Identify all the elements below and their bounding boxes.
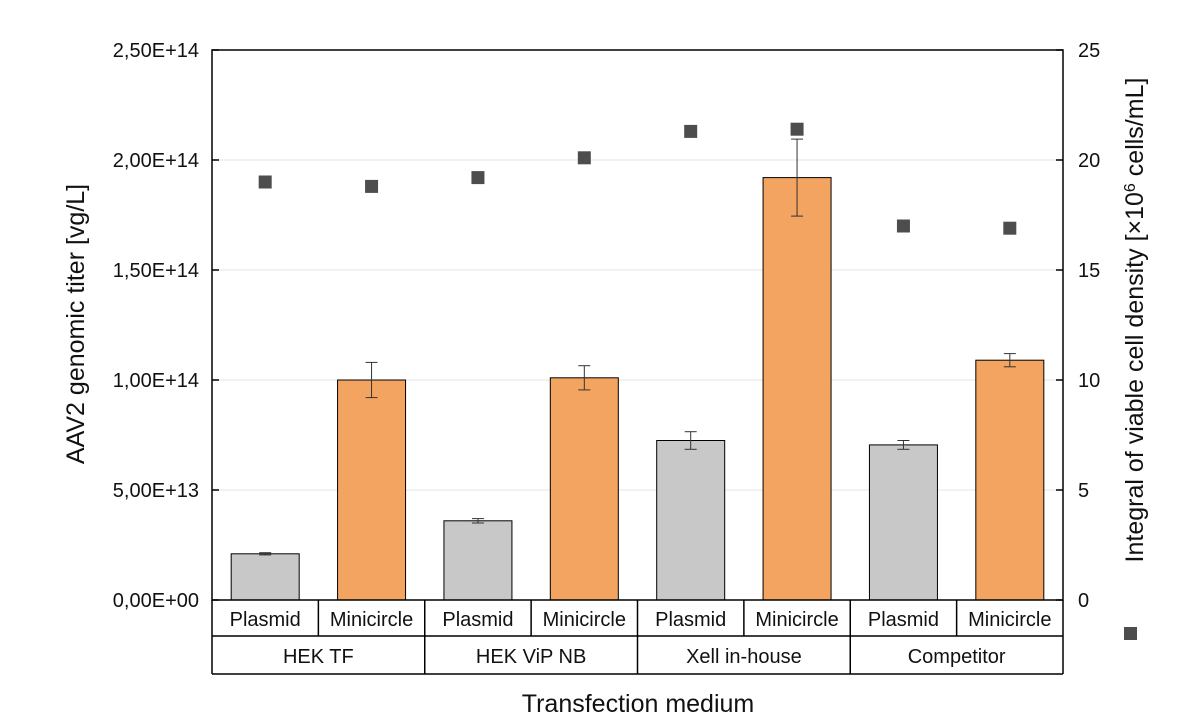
ivcd-point-3 [577, 151, 591, 165]
category-label-3: Minicircle [543, 609, 626, 631]
legend-marker-square [1124, 627, 1137, 640]
group-label-1: HEK ViP NB [476, 646, 586, 668]
y2-axis-title: Integral of viable cell density [×106 ce… [1121, 78, 1149, 563]
y2-axis-title-prefix: Integral of viable cell density [×10 [1121, 192, 1149, 562]
y2-tick-label-2: 10 [1078, 370, 1100, 392]
y-tick-label-3: 1,50E+14 [113, 260, 199, 282]
y2-tick-label-4: 20 [1078, 150, 1100, 172]
y-tick-label-0: 0,00E+00 [113, 590, 199, 612]
ivcd-point-4 [684, 124, 698, 138]
category-table: Plasmid Minicircle Plasmid Minicircle Plasmi… [211, 600, 1064, 675]
right-axis-ticks: 0 5 10 15 20 25 [1056, 40, 1100, 612]
ivcd-point-6 [896, 219, 910, 233]
y-tick-label-1: 5,00E+13 [113, 480, 199, 502]
bar-plasmid-0 [230, 553, 300, 601]
bar-plasmid-2 [443, 520, 513, 601]
category-label-4: Plasmid [655, 609, 726, 631]
y2-tick-label-0: 0 [1078, 590, 1089, 612]
left-axis-ticks: 0,00E+00 5,00E+13 1,00E+14 1,50E+14 2,00E+14… [113, 40, 219, 612]
ivcd-point-1 [365, 179, 379, 193]
x-axis-title: Transfection medium [522, 690, 755, 718]
category-label-0: Plasmid [230, 609, 301, 631]
y2-axis-title-suffix: cells/mL] [1121, 78, 1149, 184]
bar-plasmid-4 [656, 440, 726, 601]
y2-tick-label-3: 15 [1078, 260, 1100, 282]
y-axis-title: AAV2 genomic titer [vg/L] [62, 184, 90, 464]
group-label-3: Competitor [908, 646, 1006, 668]
ivcd-points [258, 122, 1017, 235]
group-label-2: Xell in-house [686, 646, 802, 668]
y-tick-label-2: 1,00E+14 [113, 370, 199, 392]
y-tick-label-5: 2,50E+14 [113, 40, 199, 62]
y-tick-label-4: 2,00E+14 [113, 150, 199, 172]
category-label-6: Plasmid [868, 609, 939, 631]
y2-tick-label-5: 25 [1078, 40, 1100, 62]
error-bars [259, 138, 1016, 556]
ivcd-point-5 [790, 122, 804, 136]
bars [230, 177, 1045, 601]
bar-minicircle-5 [762, 177, 832, 601]
y2-axis-title-sup: 6 [1122, 183, 1139, 192]
bar-plasmid-6 [868, 444, 938, 601]
bar-minicircle-7 [975, 359, 1045, 601]
y2-tick-label-1: 5 [1078, 480, 1089, 502]
ivcd-point-0 [258, 175, 272, 189]
group-label-0: HEK TF [283, 646, 354, 668]
category-label-2: Plasmid [442, 609, 513, 631]
category-label-5: Minicircle [755, 609, 838, 631]
ivcd-point-7 [1003, 221, 1017, 235]
bar-minicircle-3 [549, 377, 619, 601]
ivcd-point-2 [471, 171, 485, 185]
category-label-1: Minicircle [330, 609, 413, 631]
bar-minicircle-1 [337, 379, 407, 601]
category-label-7: Minicircle [968, 609, 1051, 631]
